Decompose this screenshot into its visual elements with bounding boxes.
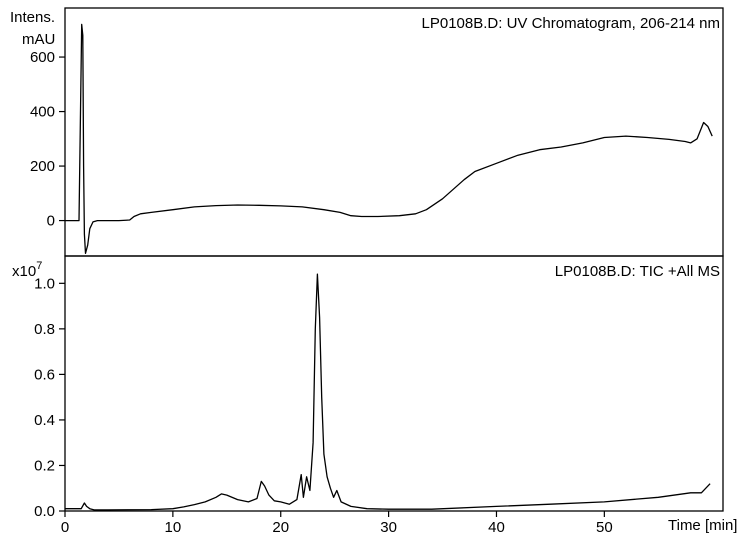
x-tick-label: 0 [61, 519, 69, 536]
tic-y-tick-label: 0.6 [34, 366, 55, 383]
tic-y-scale-exponent: 7 [36, 260, 42, 272]
tic-y-tick-label: 0.8 [34, 321, 55, 338]
tic-panel: LP0108B.D: TIC +All MS x107 0.0 0.2 0.4 0.6… [12, 255, 737, 536]
uv-y-ticks: 0 200 400 600 [30, 49, 65, 230]
uv-y-axis-label-unit: mAU [22, 31, 55, 48]
tic-plot-frame [64, 255, 724, 512]
x-tick-label: 50 [596, 519, 613, 536]
tic-y-ticks: 0.0 0.2 0.4 0.6 0.8 1.0 [34, 275, 65, 520]
x-tick-label: 10 [165, 519, 182, 536]
uv-y-tick-label: 400 [30, 104, 55, 121]
uv-series [65, 23, 713, 254]
uv-plot-frame [64, 7, 724, 257]
tic-y-tick-label: 0.0 [34, 503, 55, 520]
tic-series-line [65, 273, 711, 511]
uv-panel: LP0108B.D: UV Chromatogram, 206-214 nm I… [10, 7, 724, 257]
tic-y-axis-scale: x107 [12, 260, 42, 280]
tic-y-scale-base: x10 [12, 263, 36, 280]
uv-y-tick-label: 0 [47, 213, 55, 230]
x-tick-label: 30 [380, 519, 397, 536]
uv-y-axis-label-top: Intens. [10, 9, 55, 26]
tic-series [65, 273, 711, 511]
uv-panel-title: LP0108B.D: UV Chromatogram, 206-214 nm [422, 15, 720, 32]
tic-panel-title: LP0108B.D: TIC +All MS [555, 263, 720, 280]
tic-y-tick-label: 0.4 [34, 412, 55, 429]
x-axis-label: Time [min] [668, 517, 737, 534]
tic-y-tick-label: 0.2 [34, 457, 55, 474]
tic-y-tick-label: 1.0 [34, 275, 55, 292]
uv-series-line [65, 23, 713, 254]
x-tick-label: 40 [488, 519, 505, 536]
x-axis-ticks: 0 10 20 30 40 50 [61, 511, 613, 536]
uv-y-tick-label: 200 [30, 158, 55, 175]
x-tick-label: 20 [272, 519, 289, 536]
uv-y-tick-label: 600 [30, 49, 55, 66]
